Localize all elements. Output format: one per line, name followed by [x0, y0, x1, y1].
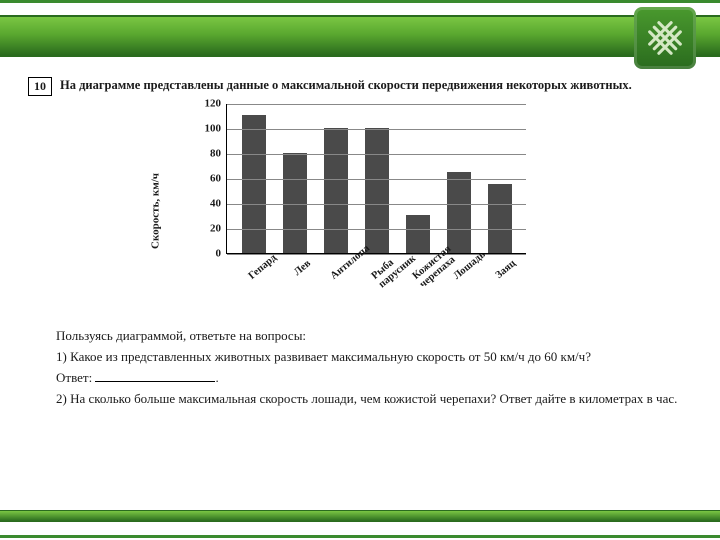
chart-bar: [447, 172, 471, 253]
chart-xlabel: Рыба парусник: [370, 258, 403, 290]
task-number: 10: [28, 77, 52, 96]
chart-gridline: [227, 204, 526, 205]
chart-bar: [365, 128, 389, 253]
chart-ytick: 60: [210, 171, 227, 186]
chart-gridline: [227, 104, 526, 105]
chart-ytick: 40: [210, 196, 227, 211]
header-emblem: [634, 7, 696, 69]
answer-label: Ответ:: [56, 370, 92, 385]
chart-bar: [242, 115, 266, 253]
chart-xlabel: Заяц: [493, 258, 526, 290]
footer-bar: [0, 510, 720, 522]
question-1: 1) Какое из представленных животных разв…: [28, 348, 692, 366]
chart-xlabel: Антилопа: [328, 258, 361, 290]
header-bar: [0, 15, 720, 57]
chart-bar: [324, 128, 348, 253]
answer-blank: [95, 370, 215, 382]
chart-gridline: [227, 179, 526, 180]
chart-bar: [488, 184, 512, 253]
chart-bar: [283, 153, 307, 253]
chart-gridline: [227, 154, 526, 155]
chart-xlabel: Гепард: [246, 258, 279, 290]
questions-prompt: Пользуясь диаграммой, ответьте на вопрос…: [28, 327, 692, 345]
chart-ytick: 100: [205, 121, 228, 136]
task-intro: На диаграмме представлены данные о макси…: [60, 77, 692, 95]
chart-bar: [406, 215, 430, 253]
answer-suffix: .: [215, 370, 218, 385]
chart-ylabel: Скорость, км/ч: [148, 173, 163, 249]
chart-xlabels: ГепардЛевАнтилопаРыба парусникКожистая ч…: [226, 256, 526, 278]
chart-gridline: [227, 129, 526, 130]
questions-block: Пользуясь диаграммой, ответьте на вопрос…: [28, 327, 692, 409]
bottom-stripe: [0, 535, 720, 538]
task-header: 10 На диаграмме представлены данные о ма…: [28, 77, 692, 96]
chart-ytick: 120: [205, 96, 228, 111]
content-area: 10 На диаграмме представлены данные о ма…: [0, 57, 720, 409]
top-stripe: [0, 0, 720, 3]
weave-icon: [642, 15, 688, 61]
chart-xlabel: Лев: [287, 258, 320, 290]
chart-plot-area: 020406080100120: [226, 104, 526, 254]
question-2: 2) На сколько больше максимальная скорос…: [28, 390, 692, 408]
speed-chart: Скорость, км/ч 020406080100120 ГепардЛев…: [178, 104, 558, 319]
answer-line-row: Ответ: .: [28, 369, 692, 387]
chart-gridline: [227, 229, 526, 230]
chart-ytick: 80: [210, 146, 227, 161]
chart-ytick: 20: [210, 221, 227, 236]
